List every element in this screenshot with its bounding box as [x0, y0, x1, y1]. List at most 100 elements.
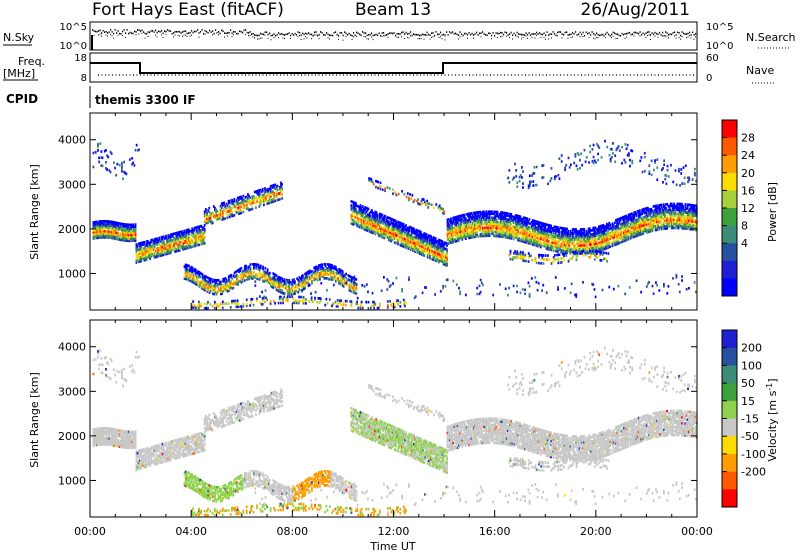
power-cell: [193, 242, 196, 246]
power-cell: [561, 235, 564, 238]
power-cell: [502, 215, 505, 219]
noise-point: [285, 33, 287, 36]
power-cell: [305, 273, 308, 277]
power-cell: [92, 235, 95, 238]
power-cell: [309, 274, 312, 278]
power-cell: [415, 240, 418, 244]
power-cell: [276, 289, 279, 292]
power-cell: [350, 290, 353, 293]
power-cell: [98, 232, 101, 235]
power-cell: [528, 242, 531, 245]
power-cell: [619, 219, 622, 222]
power-cell: [509, 232, 512, 236]
power-cell: [590, 229, 592, 232]
power-cell: [442, 248, 445, 252]
power-cell: [99, 232, 102, 235]
power-cell: [250, 300, 253, 303]
noise-tick-right-bottom: 10^0: [706, 41, 733, 52]
power-cell: [612, 236, 615, 239]
power-cell: [325, 297, 328, 301]
noise-point: [303, 38, 305, 40]
power-cell: [418, 236, 421, 239]
power-cell: [561, 232, 564, 236]
power-cell: [105, 220, 107, 223]
noise-point: [296, 33, 298, 36]
power-cell: [561, 228, 564, 232]
power-cell: [181, 246, 183, 249]
power-cell: [534, 225, 537, 229]
power-cell: [132, 225, 135, 229]
noise-point: [258, 38, 260, 40]
power-cell: [211, 211, 214, 215]
power-cell: [317, 266, 320, 269]
power-cell: [555, 225, 558, 229]
noise-point: [158, 30, 160, 33]
power-cell: [167, 250, 170, 253]
power-cell: [437, 248, 439, 251]
power-cell: [511, 219, 514, 222]
power-cell: [165, 242, 167, 246]
power-cell: [611, 242, 614, 246]
power-cell: [295, 289, 297, 293]
power-cell: [607, 240, 609, 243]
power-cell: [167, 238, 170, 241]
power-cell: [624, 229, 626, 232]
power-cell: [234, 274, 237, 278]
power-cell: [126, 227, 129, 231]
noise-point: [657, 36, 659, 38]
power-cell: [512, 233, 515, 237]
power-cell: [620, 232, 623, 236]
power-cell: [341, 270, 344, 273]
power-cell: [550, 236, 552, 240]
power-cell: [215, 214, 217, 217]
power-cell: [623, 231, 625, 235]
noise-tick-left-bottom: 10^0: [60, 41, 87, 52]
power-cell: [165, 234, 167, 238]
power-cell: [137, 242, 140, 246]
power-cell: [407, 227, 410, 230]
power-cell: [188, 264, 190, 268]
power-cell: [237, 196, 240, 199]
noise-point: [668, 33, 670, 36]
power-cell: [173, 240, 175, 244]
power-cell: [228, 205, 231, 209]
power-cell: [217, 286, 220, 290]
noise-point: [213, 32, 215, 35]
power-cell: [226, 279, 229, 283]
power-cell: [526, 217, 529, 220]
power-cell: [456, 239, 459, 243]
power-cell: [418, 232, 421, 235]
power-cell: [411, 241, 414, 244]
power-cell: [236, 210, 239, 214]
power-cell: [268, 281, 271, 285]
noise-point: [312, 34, 314, 37]
power-cell: [324, 273, 327, 276]
noise-point: [338, 34, 340, 37]
power-cell: [239, 269, 242, 273]
power-cell: [176, 237, 179, 241]
power-cell: [243, 279, 246, 282]
power-cell: [409, 234, 412, 237]
power-cell: [385, 231, 388, 235]
power-cell: [207, 284, 210, 288]
power-cell: [232, 282, 235, 285]
power-cell: [134, 239, 137, 242]
power-cell: [191, 302, 193, 305]
power-cell: [264, 266, 267, 270]
power-cell: [522, 236, 525, 239]
power-cell: [588, 247, 591, 251]
power-cell: [169, 249, 172, 253]
power-cell: [200, 302, 203, 306]
power-cell: [126, 229, 129, 233]
power-cell: [465, 227, 468, 230]
power-cell: [386, 300, 389, 303]
noise-point: [378, 32, 380, 35]
power-cell: [377, 220, 380, 223]
power-cell: [247, 267, 250, 271]
power-cell: [234, 280, 237, 284]
noise-point: [531, 33, 533, 35]
power-cell: [211, 221, 214, 225]
noise-point: [141, 29, 143, 32]
power-cell: [160, 240, 163, 243]
power-cell: [278, 197, 281, 201]
